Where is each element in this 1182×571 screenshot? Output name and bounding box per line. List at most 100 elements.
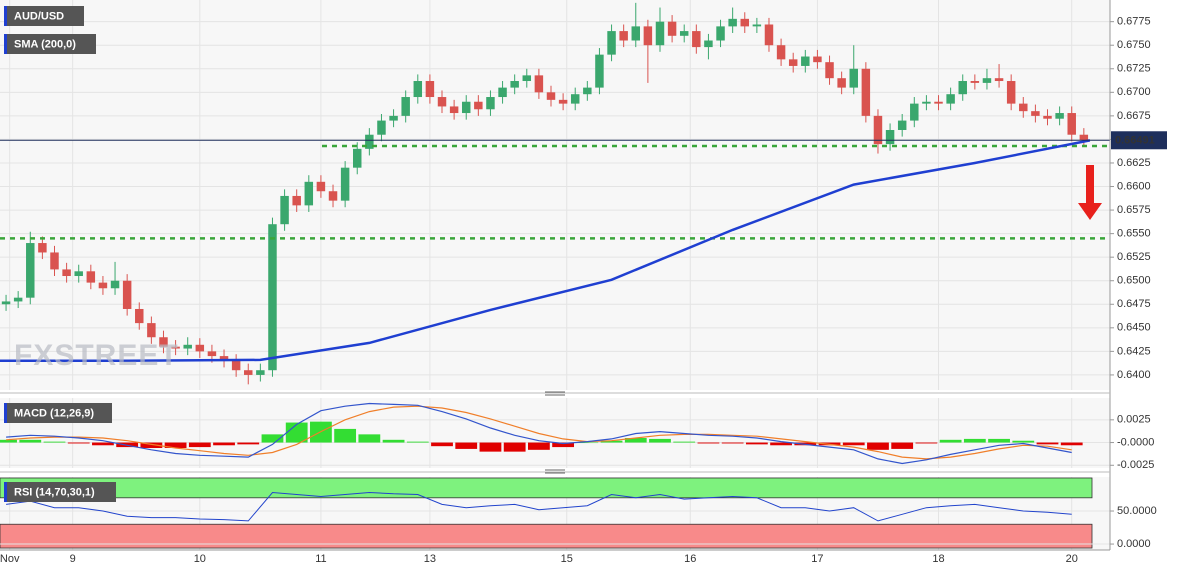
y-tick-label: 0.6725 [1117,63,1151,75]
y-tick-label: 0.6500 [1117,275,1151,287]
macd-line [6,402,1072,465]
candle-body [788,59,798,66]
histogram-bar [939,439,962,443]
candle-body [607,31,616,55]
candle-body [764,24,774,46]
y-tick-label: 0.6550 [1117,228,1151,240]
x-tick-label: 20 [1066,553,1078,565]
x-tick-label: 16 [684,553,696,565]
candle-body [498,87,507,98]
histogram-bar [697,442,720,444]
candle-body [716,26,725,41]
candle-body [110,280,120,289]
candle-body [1,301,11,305]
candle-body [122,280,132,309]
candle-body [728,18,737,27]
candle-body [304,181,314,206]
candle-body [38,243,47,253]
histogram-bar [0,439,17,443]
histogram-bar [261,434,284,443]
candle-body [268,224,277,371]
x-tick-label: 15 [561,553,573,565]
x-tick-label: 17 [811,553,823,565]
candle-body [946,94,955,104]
candle-body [922,101,931,104]
legend-label: AUD/USD [14,10,64,22]
candle-body [437,97,447,107]
candle-body [231,360,241,371]
resize-handle[interactable] [545,469,565,474]
histogram-bar [43,441,66,443]
candle-body [256,370,265,375]
resize-handle[interactable] [545,391,565,396]
histogram-bar [358,434,381,443]
candle-body [934,101,943,104]
candle-body [207,351,217,357]
candle-body [1079,134,1089,141]
candle-body [910,103,919,121]
candle-body [461,101,471,114]
y-tick-label: 0.6525 [1117,251,1151,263]
candle-body [292,195,301,206]
histogram-bar [1036,442,1059,445]
candle-body [692,31,701,48]
candle-body [474,101,483,110]
histogram-bar [431,442,453,447]
candle-body [98,282,108,289]
candle-body [801,56,810,66]
y-tick-label: 0.6425 [1117,345,1151,357]
candle-body [219,356,229,361]
candle-body [982,78,992,83]
y-tick-label: 0.6600 [1117,180,1151,192]
legend-label: MACD (12,26,9) [14,407,94,419]
candle-body [994,78,1004,82]
candle-body [389,115,398,121]
candle-body [825,62,834,79]
y-tick-label: 0.6450 [1117,322,1151,334]
marks [0,0,1110,550]
histogram-bar [1060,442,1083,446]
candle-body [135,308,144,324]
histogram-bar [503,442,526,452]
candle-body [365,134,374,149]
candle-body [570,94,580,104]
candle-body [849,68,858,88]
y-tick-label: 0.6750 [1117,39,1151,51]
candle-body [50,252,59,270]
candle-body [813,56,822,63]
histogram-bar [382,439,405,443]
candle-body [62,269,71,277]
histogram-bar [285,422,308,443]
y-tick-label: 0.6625 [1117,157,1151,169]
histogram-bar [92,442,114,446]
y-tick-label: 0.6700 [1117,86,1151,98]
legend-label: RSI (14,70,30,1) [14,486,95,498]
legend-price: AUD/USD [4,6,84,26]
histogram-bar [624,438,647,443]
candle-body [401,97,410,116]
histogram-bar [188,442,211,448]
y-tick-label: -0.0000 [1117,436,1154,448]
y-tick-label: 0.0025 [1117,414,1151,426]
candle-body [86,271,96,283]
candle-body [328,191,338,201]
y-tick-label: -0.0025 [1117,459,1154,471]
histogram-bar [600,440,623,443]
histogram-bar [649,438,671,443]
candle-body [583,87,592,95]
candle-body [837,78,846,88]
candle-body [1031,111,1040,116]
candle-body [897,120,907,130]
candle-body [655,21,665,46]
x-tick-label: Nov [0,553,20,565]
candle-body [1019,103,1028,112]
candle-body [873,115,883,145]
histogram-bar [237,442,260,445]
y-tick-label: 0.6775 [1117,16,1151,28]
candle-body [13,297,23,302]
candle-body [74,271,83,277]
histogram-bar [842,442,865,446]
histogram-bar [19,439,42,443]
candle-body [280,195,289,225]
